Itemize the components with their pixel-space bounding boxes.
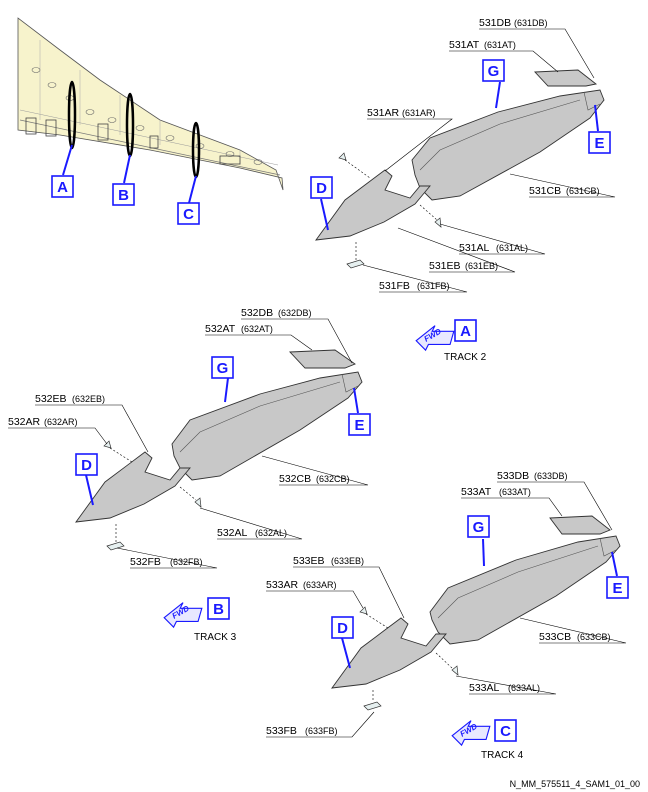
view-c-letter: C — [500, 723, 511, 740]
key-g-letter: G — [473, 519, 485, 536]
key-g-letter: G — [488, 63, 500, 80]
key-d-track2: D — [310, 176, 333, 199]
drawing-reference: N_MM_575511_4_SAM1_01_00 — [510, 779, 640, 789]
label-531cb: 531CB — [529, 185, 561, 197]
label-631db: (631DB) — [514, 18, 548, 28]
label-633at: (633AT) — [499, 487, 531, 497]
key-g-track2: G — [482, 59, 505, 82]
label-533ar: 533AR — [266, 579, 299, 591]
key-d-letter: D — [316, 180, 327, 197]
label-631at: (631AT) — [484, 40, 516, 50]
view-a-indicator: FWD A TRACK 2 — [415, 319, 487, 363]
label-532fb: 532FB — [130, 556, 161, 568]
callout-a: A — [51, 175, 74, 198]
callout-b: B — [112, 183, 135, 206]
label-533fb: 533FB — [266, 725, 297, 737]
label-632at: (632AT) — [241, 324, 273, 334]
key-d-track4: D — [331, 616, 354, 639]
key-e-letter: E — [594, 135, 604, 152]
callout-c-letter: C — [183, 206, 194, 223]
label-532at: 532AT — [205, 323, 236, 335]
label-531at: 531AT — [449, 39, 480, 51]
label-631cb: (631CB) — [566, 186, 600, 196]
track-4-label: TRACK 4 — [481, 750, 524, 761]
label-532cb: 532CB — [279, 473, 311, 485]
label-532db: 532DB — [241, 307, 273, 319]
key-d-track3: D — [75, 453, 98, 476]
label-632al: (632AL) — [255, 528, 287, 538]
label-531fb: 531FB — [379, 280, 410, 292]
label-533al: 533AL — [469, 682, 500, 694]
label-531eb: 531EB — [429, 260, 461, 272]
track-2-label: TRACK 2 — [444, 352, 487, 363]
label-633db: (633DB) — [534, 471, 568, 481]
key-e-letter: E — [354, 417, 364, 434]
label-633fb: (633FB) — [305, 726, 338, 736]
label-531ar: 531AR — [367, 107, 400, 119]
label-632db: (632DB) — [278, 308, 312, 318]
callout-b-letter: B — [118, 187, 129, 204]
label-532al: 532AL — [217, 527, 248, 539]
wing-overview — [17, 17, 284, 204]
label-533at: 533AT — [461, 486, 492, 498]
label-533db: 533DB — [497, 470, 529, 482]
key-e-track2: E — [588, 131, 611, 154]
label-632eb: (632EB) — [72, 394, 105, 404]
label-533cb: 533CB — [539, 631, 571, 643]
label-532ar: 532AR — [8, 416, 41, 428]
label-633cb: (633CB) — [577, 632, 611, 642]
label-632fb: (632FB) — [170, 557, 203, 567]
label-632ar: (632AR) — [44, 417, 78, 427]
label-631fb: (631FB) — [417, 281, 450, 291]
label-633ar: (633AR) — [303, 580, 337, 590]
label-631al: (631AL) — [496, 243, 528, 253]
label-632cb: (632CB) — [316, 474, 350, 484]
track-3-label: TRACK 3 — [194, 632, 237, 643]
label-531al: 531AL — [459, 242, 490, 254]
key-e-letter: E — [612, 580, 622, 597]
label-533eb: 533EB — [293, 555, 325, 567]
fairing-group-track3 — [8, 318, 369, 569]
key-d-letter: D — [337, 620, 348, 637]
view-c-indicator: FWD C TRACK 4 — [451, 719, 524, 761]
callout-a-letter: A — [57, 179, 68, 196]
label-631ar: (631AR) — [402, 108, 436, 118]
view-b-letter: B — [213, 601, 224, 618]
callout-c: C — [177, 202, 200, 225]
key-g-letter: G — [217, 360, 229, 377]
label-531db: 531DB — [479, 17, 511, 29]
fairing-group-track4 — [266, 481, 627, 738]
key-e-track3: E — [348, 413, 371, 436]
view-a-letter: A — [460, 323, 471, 340]
fairing-group-track2 — [315, 28, 616, 293]
label-633al: (633AL) — [508, 683, 540, 693]
label-633eb: (633EB) — [331, 556, 364, 566]
label-532eb: 532EB — [35, 393, 67, 405]
key-g-track4: G — [467, 515, 490, 538]
key-d-letter: D — [81, 457, 92, 474]
view-b-indicator: FWD B TRACK 3 — [163, 597, 237, 643]
key-e-track4: E — [606, 576, 629, 599]
label-631eb: (631EB) — [465, 261, 498, 271]
key-g-track3: G — [211, 356, 234, 379]
